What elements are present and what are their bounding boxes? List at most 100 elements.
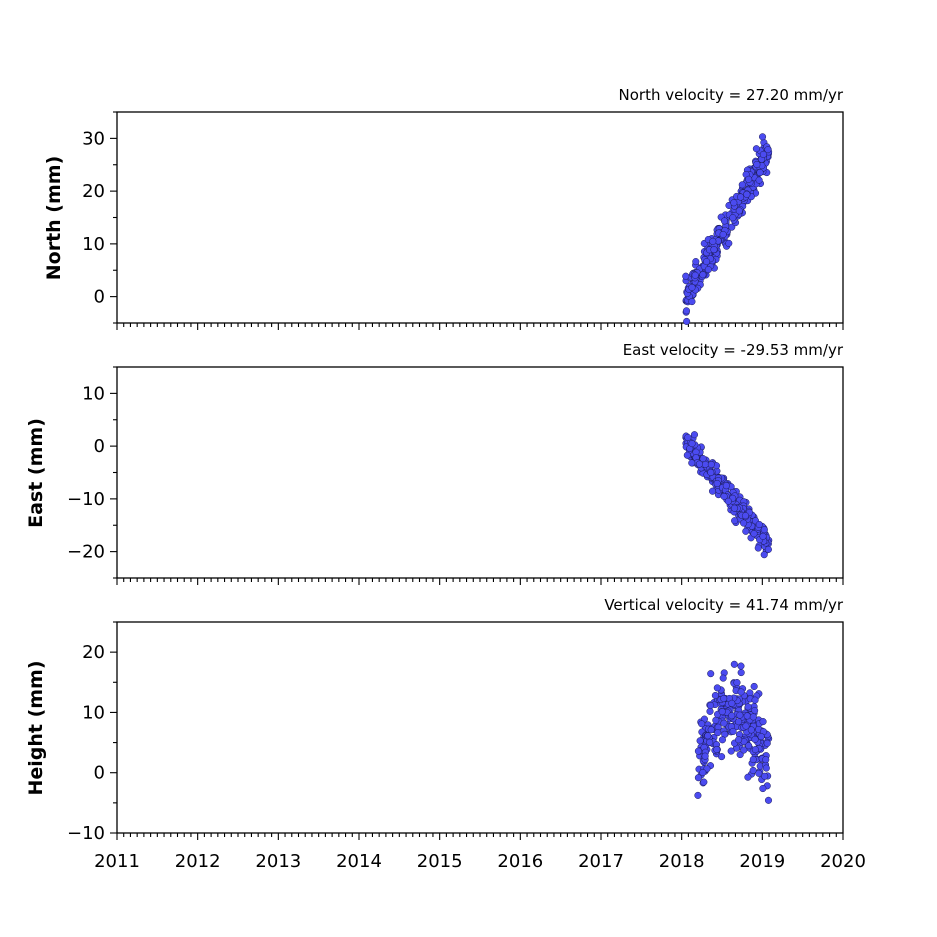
north-data-point — [729, 214, 737, 222]
height-data-point — [764, 796, 773, 804]
east-data-point — [708, 487, 717, 495]
north-data-point — [720, 217, 729, 225]
east-data-point — [760, 551, 768, 559]
height-data-point — [744, 703, 752, 711]
east-data-point — [742, 527, 750, 535]
height-data-point — [750, 682, 758, 691]
height-data-point — [694, 774, 702, 782]
east-data-point — [755, 520, 763, 529]
north-panel: North velocity = 27.20 mm/yr North (mm) … — [43, 86, 844, 330]
xtick-label: 2016 — [497, 851, 543, 872]
north-ytick-label: 10 — [82, 234, 105, 255]
height-data-point — [743, 712, 751, 720]
height-data-point — [696, 737, 704, 745]
height-data-point — [707, 702, 715, 710]
east-ytick-label: −10 — [67, 489, 105, 510]
north-ytick-label: 0 — [94, 287, 105, 308]
north-data-point — [764, 146, 772, 154]
height-data-point — [733, 679, 741, 687]
east-velocity-title: East velocity = -29.53 mm/yr — [623, 341, 844, 359]
height-data-point — [740, 746, 748, 754]
vertical-velocity-title: Vertical velocity = 41.74 mm/yr — [604, 596, 844, 614]
east-data-point — [690, 431, 699, 439]
east-ytick-label: −20 — [67, 542, 105, 563]
east-data-point — [695, 460, 703, 468]
east-data-point — [741, 512, 750, 520]
east-data-point — [724, 497, 732, 505]
height-ytick-label: 20 — [82, 642, 105, 663]
north-data-point — [710, 246, 718, 254]
east-data-point — [759, 532, 767, 540]
height-data-point — [700, 778, 708, 786]
north-data-point — [725, 239, 733, 247]
north-data-point — [743, 190, 751, 198]
xtick-label: 2020 — [820, 851, 866, 872]
north-velocity-title: North velocity = 27.20 mm/yr — [619, 86, 844, 104]
east-data-point — [760, 526, 768, 534]
xtick-label: 2013 — [255, 851, 301, 872]
east-data-point — [740, 519, 748, 527]
north-ytick-label: 20 — [82, 181, 105, 202]
north-data-point — [719, 230, 727, 239]
height-data-point — [701, 752, 709, 760]
height-data-point — [751, 735, 759, 743]
east-data-point — [684, 433, 692, 442]
east-data-point — [683, 451, 691, 459]
height-data-point — [694, 791, 702, 799]
height-data-point — [755, 769, 763, 777]
height-data-point — [718, 708, 726, 716]
north-data-point — [688, 298, 696, 306]
height-data-point — [727, 747, 735, 755]
height-data-point — [759, 784, 767, 793]
east-data-point — [720, 492, 728, 501]
height-data-point — [759, 718, 767, 726]
north-data-point — [738, 181, 746, 189]
xtick-label: 2018 — [659, 851, 705, 872]
height-ytick-label: 0 — [94, 763, 105, 784]
north-ytick-label: 30 — [82, 128, 105, 149]
height-data-point — [719, 674, 727, 682]
east-data-point — [731, 517, 739, 525]
height-data-point — [735, 736, 743, 744]
east-data-point — [764, 545, 772, 554]
height-data-point — [707, 726, 715, 734]
north-data-point — [752, 145, 760, 153]
east-data-point — [707, 468, 715, 477]
north-data-point — [691, 271, 699, 279]
xtick-label: 2017 — [578, 851, 624, 872]
height-data-point — [749, 766, 757, 775]
east-data-point — [707, 460, 715, 469]
north-data-point — [703, 258, 711, 266]
height-data-point — [720, 694, 728, 703]
height-data-point — [720, 719, 728, 727]
north-data-point — [737, 193, 745, 201]
north-data-point — [682, 307, 691, 315]
height-data-point — [728, 699, 736, 707]
east-plot-frame — [116, 366, 844, 579]
height-data-point — [713, 684, 721, 692]
north-data-point — [692, 258, 700, 266]
north-data-point — [745, 175, 753, 183]
height-data-point — [728, 712, 736, 720]
height-data-point — [737, 669, 745, 677]
north-data-point — [758, 133, 767, 141]
east-data-point — [722, 482, 730, 490]
north-data-point — [699, 271, 707, 279]
north-data-point — [756, 168, 764, 177]
north-data-point — [704, 266, 712, 274]
height-panel: Vertical velocity = 41.74 mm/yr Height (… — [25, 596, 866, 872]
height-data-point — [711, 691, 719, 700]
height-data-point — [751, 696, 759, 704]
height-ytick-label: 10 — [82, 702, 105, 723]
east-data-point — [730, 504, 739, 512]
east-ytick-label: 10 — [82, 383, 105, 404]
east-panel: East velocity = -29.53 mm/yr East (mm) −… — [25, 341, 844, 585]
xtick-label: 2014 — [336, 851, 382, 872]
height-data-point — [714, 729, 722, 737]
east-data-point — [713, 479, 721, 488]
xtick-label: 2015 — [417, 851, 463, 872]
height-data-point — [745, 742, 753, 750]
xtick-label: 2019 — [739, 851, 785, 872]
height-data-point — [737, 688, 745, 696]
